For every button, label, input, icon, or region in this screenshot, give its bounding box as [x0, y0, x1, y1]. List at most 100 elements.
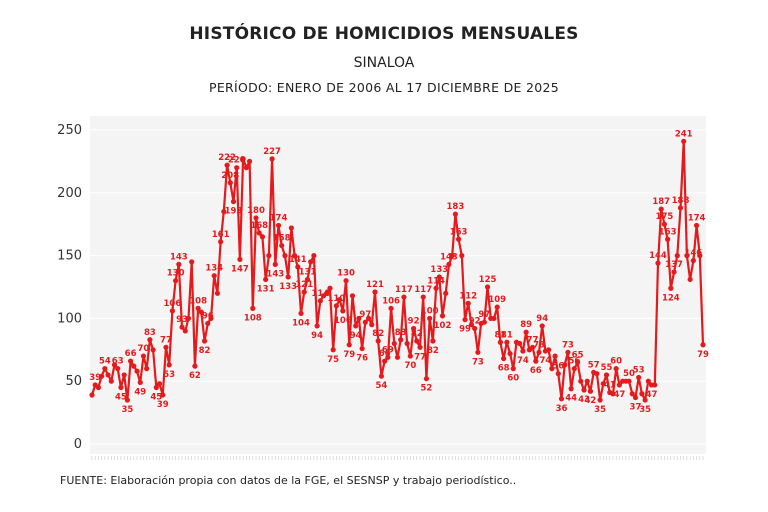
data-point	[304, 276, 311, 283]
data-point	[394, 354, 401, 360]
data-label: 79	[343, 350, 355, 360]
data-label: 76	[356, 354, 368, 364]
data-point	[536, 349, 542, 355]
data-label: 133	[430, 265, 448, 275]
data-label: 93	[176, 315, 188, 325]
data-label: 55	[601, 363, 613, 373]
data-point	[205, 320, 211, 327]
data-label: 137	[665, 260, 683, 270]
data-label: 220	[228, 156, 246, 166]
data-point	[626, 378, 632, 384]
data-point	[282, 253, 288, 259]
data-label: 39	[157, 400, 169, 410]
data-point	[494, 304, 500, 310]
data-label: 41	[604, 381, 616, 391]
data-point	[102, 366, 108, 372]
data-point	[137, 379, 143, 386]
data-point	[562, 362, 568, 368]
data-point	[150, 347, 156, 353]
data-point	[616, 382, 622, 388]
data-label: 70	[404, 361, 416, 371]
data-point	[468, 322, 475, 328]
data-point	[208, 315, 214, 321]
data-point	[404, 340, 410, 347]
data-label: 143	[266, 269, 284, 279]
data-point	[263, 276, 269, 283]
data-point	[362, 319, 368, 325]
chart-title: HISTÓRICO DE HOMICIDIOS MENSUALES	[189, 24, 579, 44]
data-point	[272, 261, 278, 267]
data-label: 82	[411, 329, 423, 339]
data-point	[295, 264, 301, 270]
y-tick-label: 250	[57, 123, 82, 138]
data-point	[407, 353, 413, 359]
data-label: 82	[372, 329, 384, 339]
data-point	[594, 371, 600, 377]
data-point	[179, 324, 185, 330]
data-point	[600, 381, 606, 387]
data-point	[324, 290, 330, 296]
data-label: 45	[150, 392, 162, 402]
data-point	[410, 325, 417, 332]
data-point	[144, 366, 150, 372]
data-point	[89, 392, 95, 398]
data-point	[652, 382, 658, 388]
data-label: 94	[536, 314, 548, 324]
data-point	[275, 222, 282, 229]
y-tick-label: 150	[57, 249, 82, 264]
data-point	[687, 276, 693, 283]
data-point	[636, 374, 642, 381]
data-point	[288, 225, 294, 231]
data-label: 106	[382, 296, 400, 306]
data-label: 100	[421, 306, 439, 316]
data-label: 188	[672, 196, 690, 206]
data-point	[95, 384, 102, 391]
data-label: 74	[540, 356, 552, 366]
data-label: 97	[478, 310, 490, 320]
data-point	[160, 392, 166, 398]
data-label: 163	[659, 227, 677, 237]
data-point	[574, 359, 581, 365]
data-point	[629, 391, 635, 397]
data-label: 83	[144, 328, 156, 338]
data-point	[491, 315, 497, 321]
data-point	[665, 236, 671, 242]
data-label: 54	[99, 357, 111, 367]
data-point	[356, 315, 362, 321]
data-label: 92	[408, 316, 420, 326]
data-point	[182, 328, 188, 334]
data-point	[218, 239, 224, 245]
data-point	[423, 376, 430, 382]
data-label: 130	[167, 269, 185, 279]
data-point	[108, 378, 114, 384]
data-point	[565, 349, 571, 355]
data-label: 35	[121, 405, 133, 415]
data-label: 77	[160, 335, 172, 345]
data-point	[189, 259, 195, 265]
data-label: 134	[205, 264, 223, 274]
data-label: 47	[613, 390, 625, 400]
data-point	[603, 372, 610, 378]
data-point	[632, 394, 639, 401]
data-point	[134, 368, 140, 374]
data-label: 63	[112, 357, 124, 367]
data-point	[176, 261, 182, 267]
data-label: 121	[366, 280, 384, 290]
data-label: 241	[675, 129, 693, 139]
data-point	[169, 308, 175, 314]
data-point	[337, 296, 343, 303]
data-label: 42	[585, 396, 597, 406]
data-label: 94	[350, 331, 362, 341]
data-point	[581, 387, 587, 393]
data-label: 141	[289, 255, 307, 265]
data-point	[446, 261, 452, 267]
data-point	[700, 342, 706, 348]
data-label: 66	[379, 349, 391, 359]
data-point	[285, 274, 291, 280]
data-label: 130	[337, 269, 355, 279]
data-label: 56	[568, 357, 580, 367]
data-point	[259, 234, 266, 240]
data-point	[111, 362, 118, 368]
data-label: 131	[257, 284, 275, 294]
data-point	[671, 269, 677, 275]
